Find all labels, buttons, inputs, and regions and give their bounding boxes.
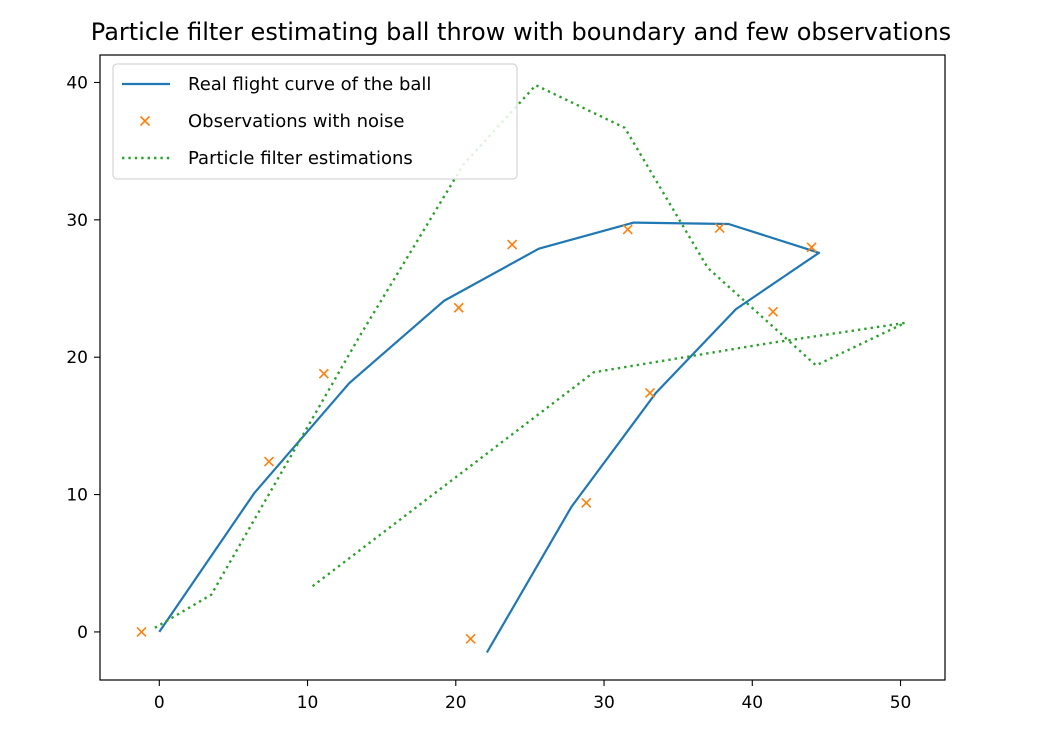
y-axis: 0 10 20 30 40 [66, 73, 100, 643]
x-tick-label: 40 [741, 693, 763, 713]
observation-marker [453, 302, 464, 313]
y-tick-label: 0 [77, 623, 88, 643]
observation-marker [465, 633, 476, 644]
x-tick-label: 10 [297, 693, 319, 713]
x-tick-label: 20 [445, 693, 467, 713]
chart-title: Particle filter estimating ball throw wi… [91, 18, 951, 46]
legend-marker [139, 115, 151, 127]
observation-marker [767, 306, 779, 317]
observation-marker [806, 242, 817, 253]
legend-label: Particle filter estimations [188, 148, 413, 169]
legend: Real flight curve of the ball Observation… [112, 63, 518, 180]
observation-marker [318, 368, 329, 379]
estimation-line [154, 83, 907, 629]
legend-label: Real flight curve of the ball [188, 74, 431, 95]
real-flight-line [158, 221, 821, 654]
observation-marker [644, 387, 656, 398]
x-tick-label: 30 [593, 693, 615, 713]
observation-marker [507, 239, 518, 250]
x-tick-label: 50 [890, 693, 912, 713]
axes-frame [99, 54, 946, 681]
observation-marker [581, 497, 592, 508]
y-tick-label: 20 [66, 348, 88, 368]
observation-marker [136, 626, 147, 637]
observation-marker [714, 223, 725, 234]
legend-label: Observations with noise [188, 111, 405, 132]
y-tick-label: 40 [66, 73, 88, 93]
y-tick-label: 30 [66, 211, 88, 231]
plot-area [136, 83, 907, 654]
observation-marker [622, 224, 633, 235]
x-axis: 0 10 20 30 40 50 [154, 680, 911, 713]
x-tick-label: 0 [154, 693, 165, 713]
legend-box [112, 63, 518, 180]
observation-marker [263, 456, 275, 467]
y-tick-label: 10 [66, 486, 88, 506]
